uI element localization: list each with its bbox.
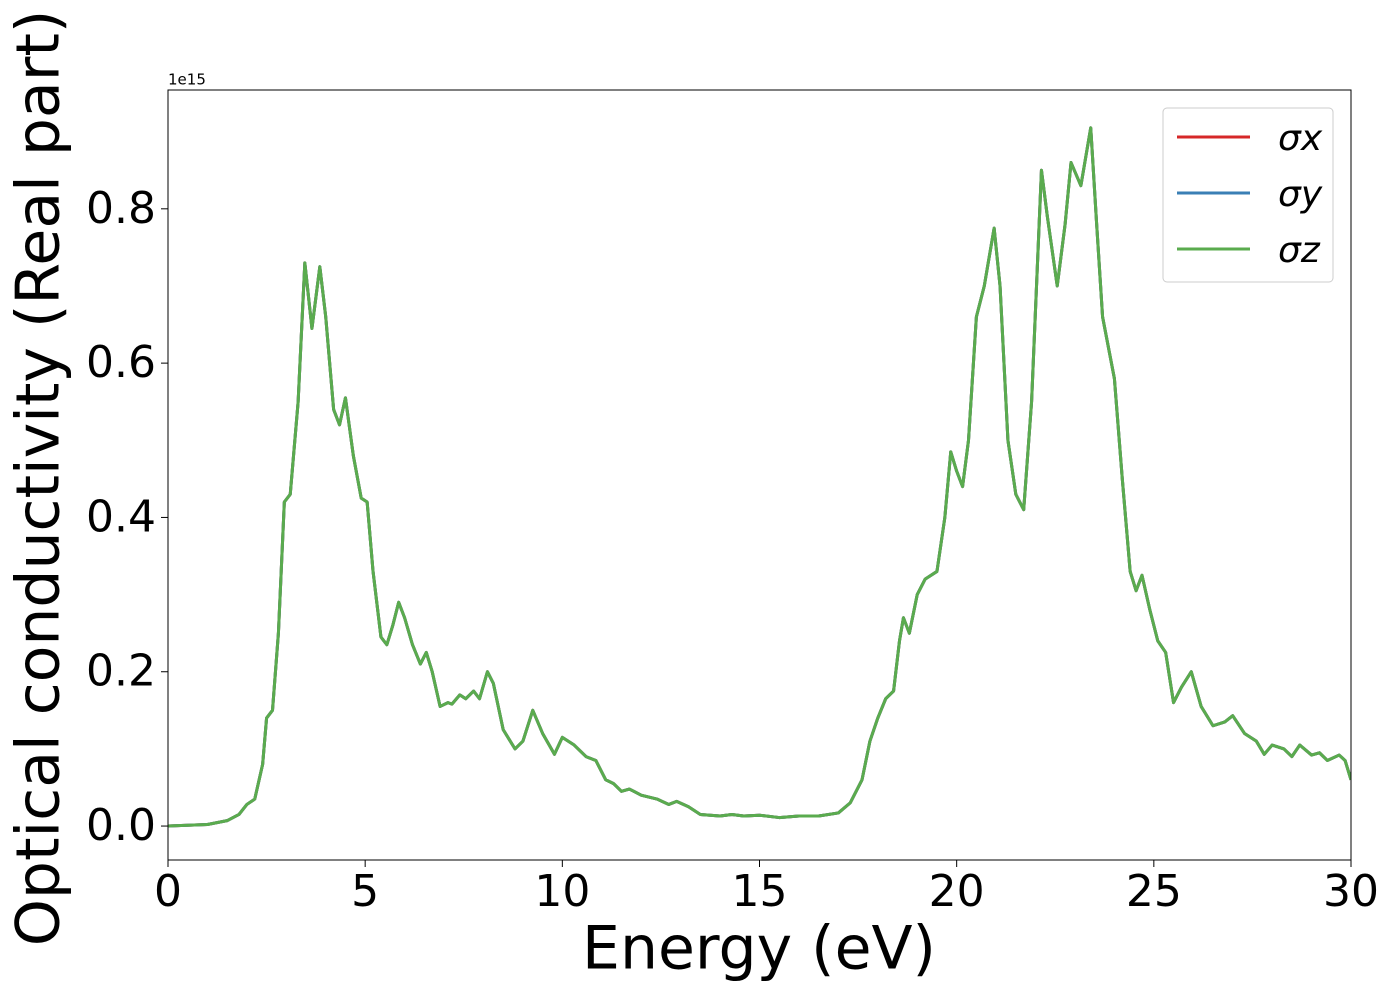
y-tick-label: 0.0 — [86, 800, 156, 851]
x-tick-label: 0 — [154, 866, 182, 917]
y-axis-label: Optical conductivity (Real part) — [4, 10, 74, 947]
x-axis-label: Energy (eV) — [582, 914, 936, 984]
y-tick-label: 0.4 — [86, 491, 156, 542]
x-tick-label: 20 — [929, 866, 985, 917]
series-line — [168, 126, 1351, 828]
y-tick-label: 0.6 — [86, 337, 156, 388]
legend-label: σy — [1278, 174, 1323, 215]
legend-label: σz — [1278, 230, 1321, 271]
x-tick-label: 5 — [351, 866, 379, 917]
legend-box — [1162, 107, 1334, 283]
legend-label: σx — [1278, 118, 1323, 159]
x-tick-label: 15 — [732, 866, 788, 917]
x-tick-label: 30 — [1323, 866, 1379, 917]
y-tick-label: 0.8 — [86, 183, 156, 234]
x-tick-label: 10 — [534, 866, 590, 917]
plot-frame — [167, 89, 1352, 861]
x-tick-label: 25 — [1126, 866, 1182, 917]
y-tick-label: 0.2 — [86, 646, 156, 697]
y-offset-label: 1e15 — [168, 71, 206, 89]
